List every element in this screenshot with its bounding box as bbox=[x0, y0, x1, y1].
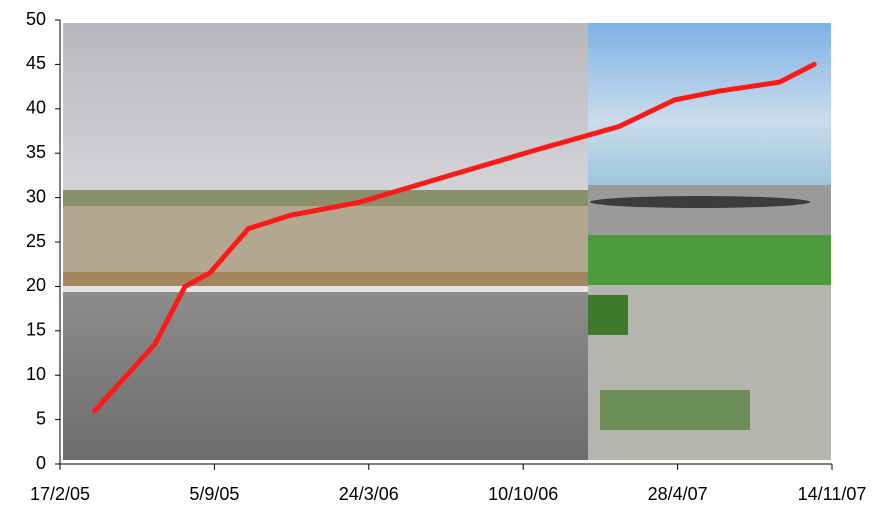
y-tick-label: 35 bbox=[26, 142, 46, 162]
x-tick-label: 28/4/07 bbox=[648, 484, 708, 504]
background-photo bbox=[63, 23, 831, 460]
y-tick-label: 20 bbox=[26, 275, 46, 295]
data-line bbox=[92, 61, 817, 414]
y-tick-label: 10 bbox=[26, 364, 46, 384]
y-tick-label: 5 bbox=[36, 408, 46, 428]
y-tick-label: 45 bbox=[26, 53, 46, 73]
x-tick-label: 17/2/05 bbox=[30, 484, 90, 504]
y-tick-label: 15 bbox=[26, 320, 46, 340]
x-tick-label: 5/9/05 bbox=[189, 484, 239, 504]
y-tick-label: 50 bbox=[26, 9, 46, 29]
y-tick-label: 40 bbox=[26, 98, 46, 118]
x-tick-label: 24/3/06 bbox=[339, 484, 399, 504]
y-tick-label: 30 bbox=[26, 186, 46, 206]
y-tick-label: 25 bbox=[26, 231, 46, 251]
x-tick-label: 10/10/06 bbox=[488, 484, 558, 504]
y-tick-label: 0 bbox=[36, 453, 46, 473]
x-tick-label: 14/11/07 bbox=[798, 484, 867, 504]
